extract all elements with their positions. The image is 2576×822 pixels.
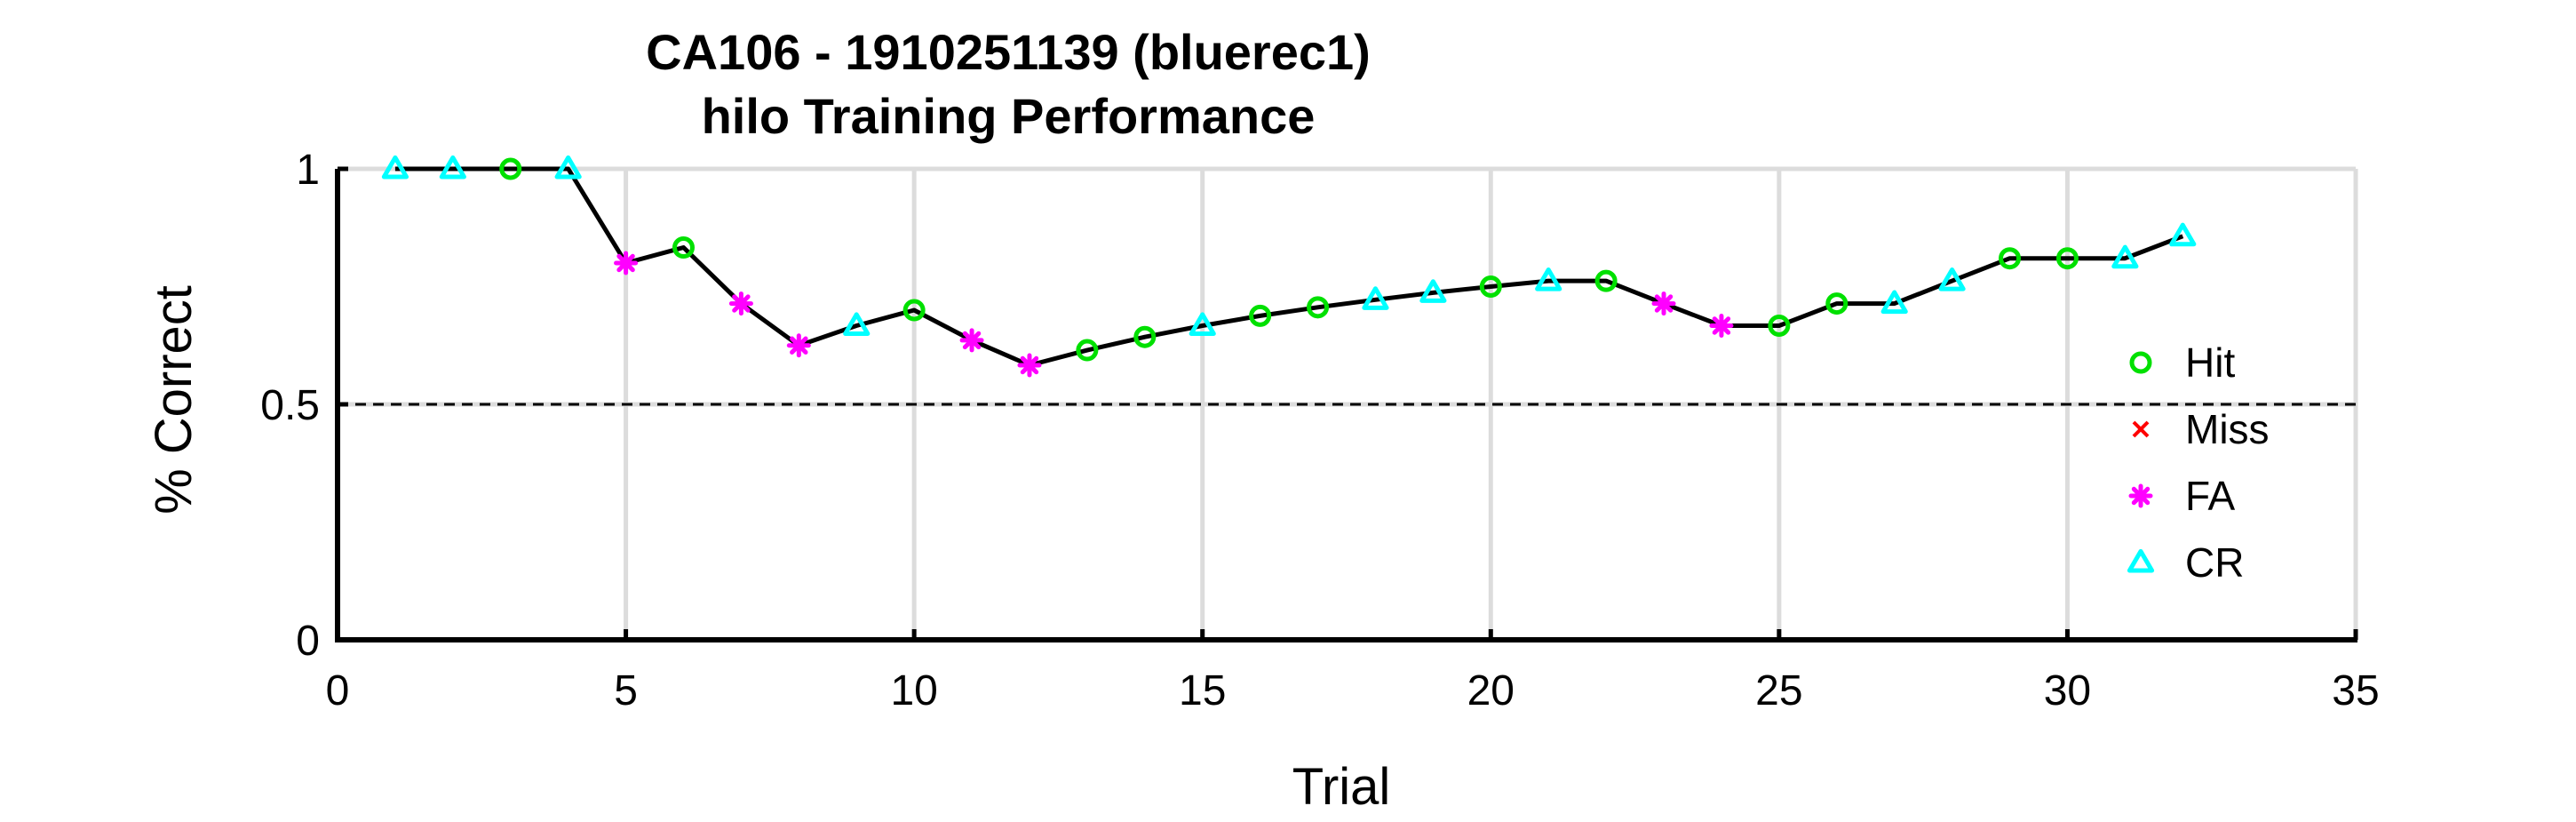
x-ticks: 0 5 10 15 20 25 30 35 <box>326 629 2380 714</box>
data-point-cr <box>381 155 409 180</box>
data-point-hit <box>1594 269 1618 292</box>
asterisk-stroke <box>962 331 982 350</box>
data-point-hit <box>1479 275 1502 298</box>
asterisk-stroke <box>1020 355 1039 375</box>
data-point-hit <box>1825 292 1849 315</box>
data-point-fa <box>1017 353 1042 378</box>
asterisk-stroke <box>1712 316 1731 335</box>
x-tick-label: 5 <box>614 667 638 714</box>
asterisk-stroke <box>790 336 808 355</box>
series-line <box>394 166 2184 368</box>
data-point-cr <box>1938 267 1966 291</box>
legend-label: Miss <box>2185 406 2270 452</box>
x-tick-label: 10 <box>890 667 937 714</box>
data-point-fa <box>614 251 639 275</box>
asterisk-stroke <box>616 253 635 273</box>
data-point-hit <box>1999 247 2022 270</box>
data-point-fa <box>959 328 984 353</box>
asterisk-stroke <box>732 294 751 313</box>
data-point-cr <box>2169 222 2197 247</box>
legend-label: FA <box>2185 473 2236 519</box>
legend-label: CR <box>2185 539 2244 586</box>
legend-marker-triangle <box>2127 548 2155 573</box>
data-point-cr <box>1419 279 1447 303</box>
chart-title: CA106 - 1910251139 (bluerec1) <box>646 24 1371 80</box>
data-point-fa <box>1709 313 1734 338</box>
data-point-hit <box>1133 325 1157 348</box>
legend-item-miss: Miss <box>2132 406 2270 452</box>
x-stroke <box>2132 420 2150 438</box>
data-point-hit <box>1768 314 1791 337</box>
data-point-cr <box>843 312 871 336</box>
chart-subtitle: hilo Training Performance <box>702 88 1316 144</box>
x-axis-label: Trial <box>1292 758 1391 816</box>
legend: Hit Miss FA CR <box>2127 339 2270 586</box>
y-tick-label: 0.5 <box>260 382 320 429</box>
data-point-fa <box>728 291 753 316</box>
legend-marker-asterisk <box>2128 483 2153 508</box>
data-point-hit <box>499 157 522 180</box>
legend-marker-x <box>2132 420 2150 438</box>
asterisk-stroke <box>1654 294 1674 313</box>
data-point-cr <box>1880 290 1908 315</box>
y-ticks: 00.51 <box>260 147 348 665</box>
x-tick-label: 25 <box>1755 667 1802 714</box>
legend-item-cr: CR <box>2127 539 2244 586</box>
data-point-cr <box>554 155 582 180</box>
legend-item-fa: FA <box>2128 473 2236 519</box>
x-tick-label: 30 <box>2044 667 2091 714</box>
legend-item-hit: Hit <box>2129 339 2235 386</box>
data-point-cr <box>1189 312 1216 336</box>
data-point-hit <box>1076 339 1099 362</box>
y-axis-label: % Correct <box>145 285 203 515</box>
y-tick-label: 1 <box>296 147 320 194</box>
x-tick-label: 15 <box>1179 667 1226 714</box>
data-point-hit <box>2055 247 2079 270</box>
asterisk-stroke <box>2131 486 2151 506</box>
x-tick-label: 35 <box>2332 667 2379 714</box>
data-point-hit <box>902 299 926 322</box>
data-point-fa <box>1651 291 1676 316</box>
data-point-cr <box>439 155 466 180</box>
data-point-hit <box>672 236 695 259</box>
data-markers <box>381 155 2197 378</box>
x-tick-label: 0 <box>326 667 350 714</box>
data-point-fa <box>786 333 811 358</box>
data-point-cr <box>1535 267 1562 291</box>
legend-label: Hit <box>2185 339 2235 386</box>
data-point-hit <box>1249 304 1272 327</box>
legend-marker-circle <box>2129 351 2152 374</box>
data-point-hit <box>1307 296 1330 319</box>
data-point-cr <box>2111 244 2139 269</box>
data-point-cr <box>1362 286 1389 310</box>
y-tick-label: 0 <box>296 618 320 665</box>
x-tick-label: 20 <box>1467 667 1515 714</box>
